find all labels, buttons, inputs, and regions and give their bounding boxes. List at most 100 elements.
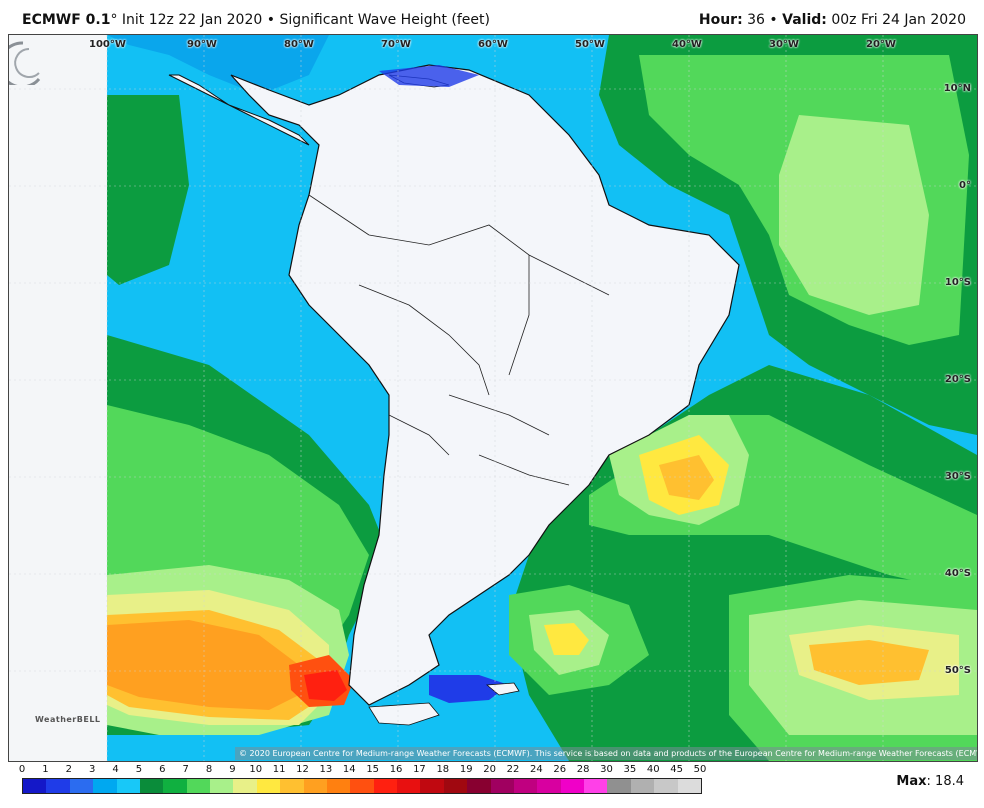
legend-tick: 45 <box>670 764 683 775</box>
legend-tick: 5 <box>135 764 143 775</box>
legend-swatch <box>210 779 234 793</box>
lat-label-0: 0° <box>959 180 971 191</box>
wave-field-2ft-caribbean <box>379 65 479 87</box>
legend-swatch <box>537 779 561 793</box>
south-america-landmass <box>230 64 740 706</box>
wave-field-7ft-pacific-west <box>107 95 189 285</box>
legend-swatch <box>630 779 655 793</box>
lon-label-80w: 80°W <box>284 39 314 50</box>
wave-field-9ft-atlantic-north <box>779 115 929 315</box>
legend-tick: 9 <box>229 764 236 775</box>
legend-swatch <box>607 779 631 793</box>
legend-swatch <box>513 779 538 793</box>
lon-label-60w: 60°W <box>478 39 508 50</box>
wave-field-12ft-se-atlantic <box>809 640 929 685</box>
lon-label-30w: 30°W <box>769 39 799 50</box>
legend-tick: 20 <box>483 764 496 775</box>
hour-value: 36 <box>747 12 765 28</box>
logo-text: WeatherBELL <box>35 715 101 724</box>
copyright-notice: © 2020 European Centre for Medium-range … <box>235 747 977 760</box>
legend-swatch <box>93 779 117 793</box>
legend-swatch <box>443 779 468 793</box>
legend-tick: 17 <box>413 764 426 775</box>
country-borders <box>308 194 610 486</box>
legend-swatch <box>420 779 444 793</box>
lat-label-10s: 10°S <box>944 277 971 288</box>
legend-swatch <box>467 779 491 793</box>
title-left: ECMWF 0.1° Init 12z 22 Jan 2020 • Signif… <box>22 12 490 28</box>
legend-swatch <box>303 779 327 793</box>
hour-label: Hour: <box>698 12 743 28</box>
legend-swatch <box>46 779 70 793</box>
legend-swatch <box>350 779 374 793</box>
legend-tick: 10 <box>249 764 263 775</box>
title-right: Hour: 36 • Valid: 00z Fri 24 Jan 2020 <box>699 12 966 28</box>
valid-separator: • <box>769 12 778 28</box>
legend-tick: 3 <box>88 764 96 775</box>
legend-tick: 0 <box>18 764 26 775</box>
legend-swatch <box>23 779 47 793</box>
legend-tick: 2 <box>65 764 72 775</box>
legend-swatch <box>373 779 397 793</box>
legend-tick: 4 <box>112 764 119 775</box>
wave-field-16ft <box>304 670 347 701</box>
legend-tick: 24 <box>529 764 543 775</box>
legend-swatch <box>326 779 351 793</box>
legend-tick: 13 <box>319 764 333 775</box>
legend-tick: 30 <box>600 764 613 775</box>
legend-swatch <box>677 779 701 793</box>
wave-field-12ft-atlantic-center <box>659 455 714 500</box>
legend-tick: 26 <box>553 764 567 775</box>
lat-label-30s: 30°S <box>944 471 971 482</box>
lon-label-90w: 90°W <box>187 39 217 50</box>
legend-swatch <box>490 779 514 793</box>
legend-swatch <box>654 779 678 793</box>
legend-swatch <box>560 779 584 793</box>
lon-label-70w: 70°W <box>381 39 411 50</box>
valid-label: Valid: <box>782 12 827 28</box>
legend-tick: 6 <box>159 764 166 775</box>
max-label-text: Max <box>896 774 927 789</box>
lon-label-40w: 40°W <box>672 39 702 50</box>
legend-tick-labels: 0 1 2 3 4 5 6 7 8 9 10 11 12 13 14 15 16 17 18 19 20 22 24 26 28… <box>18 764 707 776</box>
legend-swatch <box>233 779 257 793</box>
lat-label-40s: 40°S <box>944 568 971 579</box>
legend-swatch <box>69 779 94 793</box>
legend-swatch <box>280 779 304 793</box>
legend-tick: 7 <box>182 764 189 775</box>
product-name: Significant Wave Height (feet) <box>279 12 490 28</box>
legend-tick: 11 <box>272 764 286 775</box>
tierra-del-fuego <box>368 702 440 726</box>
lat-label-20s: 20°S <box>944 374 971 385</box>
legend-tick: 50 <box>693 764 707 775</box>
legend-swatch <box>397 779 421 793</box>
degree-symbol: ° <box>110 12 118 28</box>
legend-swatch <box>256 779 281 793</box>
graticule <box>9 35 977 761</box>
legend-tick: 16 <box>389 764 403 775</box>
wave-field-1ft-near-coast <box>429 675 509 703</box>
legend-tick: 19 <box>459 764 473 775</box>
lon-label-50w: 50°W <box>575 39 605 50</box>
lat-label-10n: 10°N <box>943 83 971 94</box>
legend-tick: 35 <box>623 764 637 775</box>
legend-tick: 28 <box>576 764 590 775</box>
init-time: Init 12z 22 Jan 2020 <box>121 12 263 28</box>
map-canvas <box>9 35 977 761</box>
title-separator: • <box>266 12 275 28</box>
wave-field-11ft-sw-atlantic <box>544 623 589 655</box>
legend-tick: 15 <box>366 764 380 775</box>
map-header: ECMWF 0.1° Init 12z 22 Jan 2020 • Signif… <box>0 0 984 34</box>
color-legend: 0 1 2 3 4 5 6 7 8 9 10 11 12 13 14 15 16 17 18 19 20 22 24 26 28… <box>18 764 707 794</box>
valid-value: 00z Fri 24 Jan 2020 <box>831 12 966 28</box>
legend-tick: 14 <box>342 764 356 775</box>
no-data-strip <box>9 35 107 761</box>
legend-tick: 40 <box>646 764 660 775</box>
legend-tick: 22 <box>506 764 520 775</box>
legend-swatch <box>139 779 164 793</box>
legend-tick: 8 <box>205 764 213 775</box>
legend-swatch <box>186 779 210 793</box>
legend-tick: 1 <box>42 764 49 775</box>
max-value-label: Max: 18.4 <box>896 774 964 789</box>
wave-field-3ft <box>107 35 329 95</box>
